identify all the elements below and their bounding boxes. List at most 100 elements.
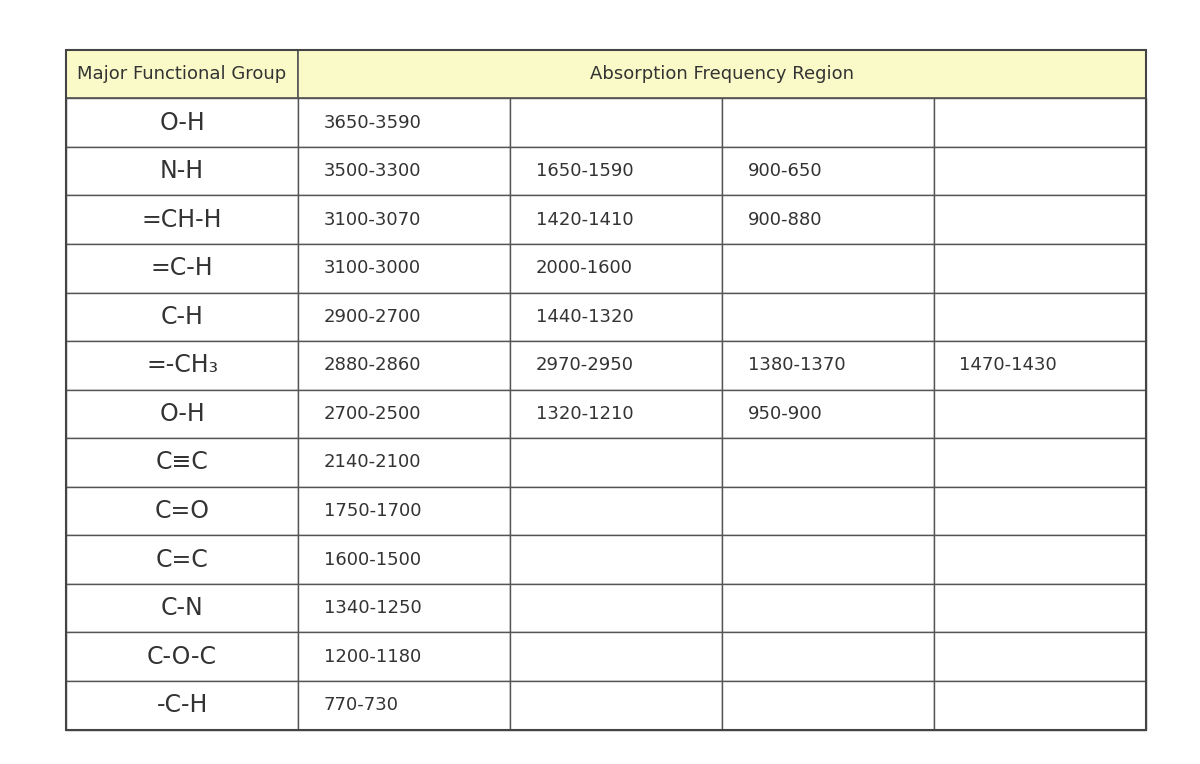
Text: 3100-3000: 3100-3000 [324,259,421,277]
Text: Major Functional Group: Major Functional Group [78,65,287,83]
Bar [722,681,934,730]
Bar [510,147,722,196]
Bar [510,341,722,390]
Text: 1650-1590: 1650-1590 [535,162,634,180]
Bar [722,584,934,633]
Text: 770-730: 770-730 [324,696,398,714]
Bar [722,390,934,439]
Bar [510,487,722,536]
Bar [298,536,510,584]
Text: 1750-1700: 1750-1700 [324,502,421,520]
Bar [510,244,722,293]
Text: 3100-3070: 3100-3070 [324,211,421,228]
Bar [722,293,934,341]
Bar [66,633,298,681]
Bar [934,244,1146,293]
Text: 2880-2860: 2880-2860 [324,356,421,374]
Bar [298,244,510,293]
Text: 1420-1410: 1420-1410 [535,211,634,228]
Text: Absorption Frequency Region: Absorption Frequency Region [590,65,854,83]
Bar [934,196,1146,244]
Bar [510,681,722,730]
Text: O-H: O-H [160,111,205,134]
Bar [66,536,298,584]
Bar [66,584,298,633]
Bar [298,341,510,390]
Bar [510,536,722,584]
Text: C-N: C-N [161,596,204,620]
Bar [722,633,934,681]
Bar [298,681,510,730]
Bar [510,99,722,147]
Bar [934,681,1146,730]
Bar [722,487,934,536]
Bar [298,196,510,244]
Text: 2000-1600: 2000-1600 [535,259,632,277]
Bar [66,487,298,536]
Text: 1470-1430: 1470-1430 [960,356,1057,374]
Text: 950-900: 950-900 [748,405,822,423]
Bar [66,99,298,147]
Bar [298,584,510,633]
Bar [510,439,722,487]
Bar [510,196,722,244]
Bar [298,50,1146,99]
Bar [934,390,1146,439]
Text: =C-H: =C-H [151,256,214,280]
Bar [298,293,510,341]
Bar [722,99,934,147]
Text: C=O: C=O [155,499,210,523]
Bar [298,633,510,681]
Text: O-H: O-H [160,402,205,426]
Bar [66,439,298,487]
Bar [298,487,510,536]
Text: =-CH₃: =-CH₃ [146,354,218,377]
Text: 3650-3590: 3650-3590 [324,114,421,131]
Bar [298,439,510,487]
Text: 1340-1250: 1340-1250 [324,599,421,617]
Text: C-O-C: C-O-C [148,645,217,668]
Text: -C-H: -C-H [156,694,208,717]
Bar [722,439,934,487]
Text: 900-880: 900-880 [748,211,822,228]
Text: 1380-1370: 1380-1370 [748,356,845,374]
Bar [66,50,1146,730]
Bar [934,99,1146,147]
Bar [66,681,298,730]
Bar [722,536,934,584]
Bar [298,99,510,147]
Bar [66,293,298,341]
Text: 2900-2700: 2900-2700 [324,308,421,325]
Bar [934,293,1146,341]
Bar [66,244,298,293]
Bar [934,536,1146,584]
Text: N-H: N-H [160,159,204,183]
Bar [934,147,1146,196]
Text: 3500-3300: 3500-3300 [324,162,421,180]
Bar [298,390,510,439]
Text: C-H: C-H [161,305,204,329]
Bar [510,390,722,439]
Bar [722,196,934,244]
Bar [66,147,298,196]
Text: 1600-1500: 1600-1500 [324,551,421,568]
Text: 1320-1210: 1320-1210 [535,405,634,423]
Text: 2140-2100: 2140-2100 [324,454,421,471]
Bar [934,487,1146,536]
Bar [934,439,1146,487]
Text: C=C: C=C [156,548,209,571]
Text: C≡C: C≡C [156,451,209,474]
Text: 1200-1180: 1200-1180 [324,648,421,665]
Bar [934,341,1146,390]
Bar [510,633,722,681]
Bar [510,293,722,341]
Text: =CH-H: =CH-H [142,208,222,231]
Text: 900-650: 900-650 [748,162,822,180]
Bar [934,633,1146,681]
Text: 2970-2950: 2970-2950 [535,356,634,374]
Bar [722,147,934,196]
Bar [722,244,934,293]
Bar [934,584,1146,633]
Bar [66,50,298,99]
Text: 1440-1320: 1440-1320 [535,308,634,325]
